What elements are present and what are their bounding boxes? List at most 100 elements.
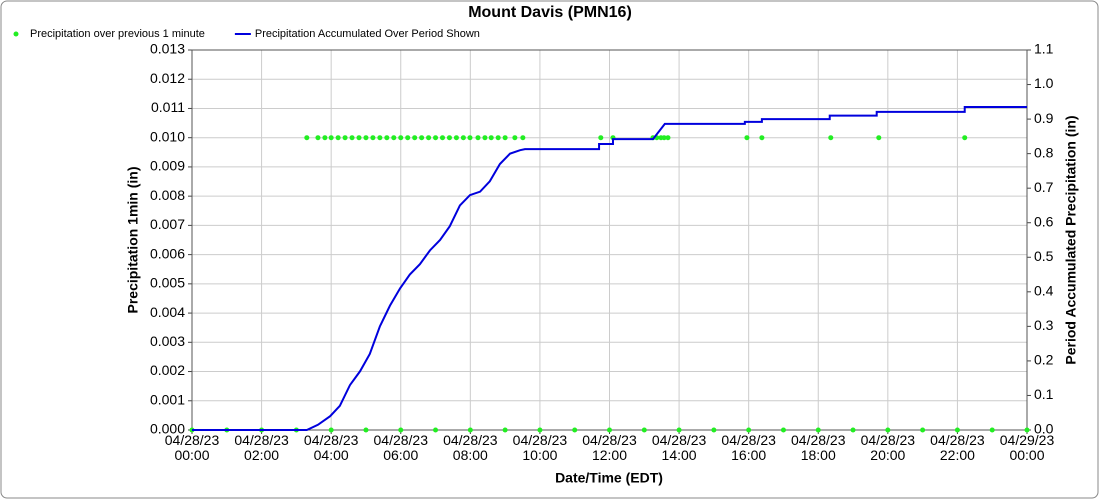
x-tick-label: 04/28/23 14:00 xyxy=(651,432,707,463)
data-point xyxy=(502,135,508,141)
data-point xyxy=(759,135,765,141)
data-point xyxy=(962,135,968,141)
data-point xyxy=(391,135,397,141)
y-tick-label: 0.011 xyxy=(151,99,185,115)
data-point xyxy=(335,135,341,141)
data-point xyxy=(641,427,647,433)
x-tick-label: 04/28/23 06:00 xyxy=(373,432,429,463)
y2-tick-label: 0.9 xyxy=(1034,110,1054,126)
data-point xyxy=(322,135,328,141)
y-tick-label: 0.005 xyxy=(150,275,185,291)
data-point xyxy=(433,135,439,141)
data-point xyxy=(405,135,411,141)
data-point xyxy=(304,135,310,141)
data-point xyxy=(572,427,578,433)
x-tick-label: 04/28/23 12:00 xyxy=(582,432,637,463)
x-tick-label: 04/28/23 18:00 xyxy=(791,432,846,463)
legend-label: Precipitation Accumulated Over Period Sh… xyxy=(255,28,480,40)
y-tick-label: 0.004 xyxy=(150,304,185,320)
y2-tick-label: 0.4 xyxy=(1034,283,1054,299)
data-point xyxy=(446,135,452,141)
legend-label: Precipitation over previous 1 minute xyxy=(30,28,205,40)
y2-tick-label: 1.1 xyxy=(1034,41,1054,57)
data-point xyxy=(384,135,390,141)
data-point xyxy=(433,427,439,433)
data-point xyxy=(398,427,404,433)
y2-tick-label: 0.2 xyxy=(1034,352,1054,368)
data-point xyxy=(342,135,348,141)
data-point xyxy=(711,427,717,433)
data-point xyxy=(363,135,369,141)
data-point xyxy=(419,135,425,141)
y-tick-label: 0.003 xyxy=(150,333,185,349)
y-tick-label: 0.001 xyxy=(150,391,185,407)
data-point xyxy=(665,135,671,141)
data-point xyxy=(475,135,481,141)
data-point xyxy=(876,135,882,141)
y-tick-label: 0.010 xyxy=(150,128,185,144)
y2-tick-label: 0.7 xyxy=(1034,179,1054,195)
x-tick-label: 04/28/23 00:00 xyxy=(164,432,220,463)
data-point xyxy=(349,135,355,141)
y-tick-label: 0.012 xyxy=(150,70,185,86)
y-tick-label: 0.000 xyxy=(150,421,185,437)
y2-tick-label: 0.6 xyxy=(1034,213,1054,229)
data-point xyxy=(412,135,418,141)
data-point xyxy=(954,427,960,433)
x-tick-label: 04/28/23 02:00 xyxy=(234,432,289,463)
y-tick-label: 0.009 xyxy=(150,158,185,174)
data-point xyxy=(370,135,376,141)
x-tick-label: 04/28/23 04:00 xyxy=(303,432,359,463)
x-tick-label: 04/28/23 22:00 xyxy=(930,432,985,463)
data-point xyxy=(537,427,543,433)
x-axis-label: Date/Time (EDT) xyxy=(555,470,663,486)
data-point xyxy=(1024,427,1030,433)
data-point xyxy=(440,135,445,141)
legend-swatch xyxy=(13,31,19,37)
data-point xyxy=(746,427,752,433)
data-point xyxy=(426,135,432,141)
x-tick-label: 04/28/23 20:00 xyxy=(860,432,916,463)
x-tick-label: 04/28/23 08:00 xyxy=(443,432,498,463)
y-tick-label: 0.002 xyxy=(150,362,185,378)
data-point xyxy=(828,135,834,141)
y2-tick-label: 0.3 xyxy=(1034,317,1054,333)
y2-tick-label: 0.8 xyxy=(1034,144,1054,160)
y-tick-label: 0.006 xyxy=(150,245,185,261)
data-point xyxy=(495,135,501,141)
data-point xyxy=(467,427,473,433)
data-point xyxy=(520,135,526,141)
data-point xyxy=(850,427,856,433)
y-axis-label: Precipitation 1min (in) xyxy=(125,166,141,313)
data-point xyxy=(744,135,750,141)
x-tick-label: 04/28/23 10:00 xyxy=(512,432,568,463)
y-tick-label: 0.007 xyxy=(150,216,185,232)
y-tick-label: 0.013 xyxy=(150,41,185,57)
data-point xyxy=(676,427,682,433)
chart-title: Mount Davis (PMN16) xyxy=(468,4,632,21)
data-point xyxy=(512,135,518,141)
y2-axis-label: Period Accumulated Precipitation (in) xyxy=(1063,115,1079,364)
data-point xyxy=(328,135,334,141)
data-point xyxy=(377,135,383,141)
data-point xyxy=(598,135,604,141)
y2-tick-label: 1.0 xyxy=(1034,75,1054,91)
data-point xyxy=(328,427,334,433)
data-point xyxy=(815,427,821,433)
y2-tick-label: 0.5 xyxy=(1034,248,1054,264)
data-point xyxy=(482,135,488,141)
data-point xyxy=(502,427,508,433)
data-line xyxy=(192,106,1027,431)
data-point xyxy=(398,135,404,141)
data-point xyxy=(460,135,466,141)
data-point xyxy=(467,135,473,141)
data-point xyxy=(607,427,612,433)
x-tick-label: 04/28/23 16:00 xyxy=(721,432,776,463)
data-point xyxy=(315,135,321,141)
y-tick-label: 0.008 xyxy=(150,187,185,203)
data-point xyxy=(363,427,369,433)
data-point xyxy=(989,427,995,433)
